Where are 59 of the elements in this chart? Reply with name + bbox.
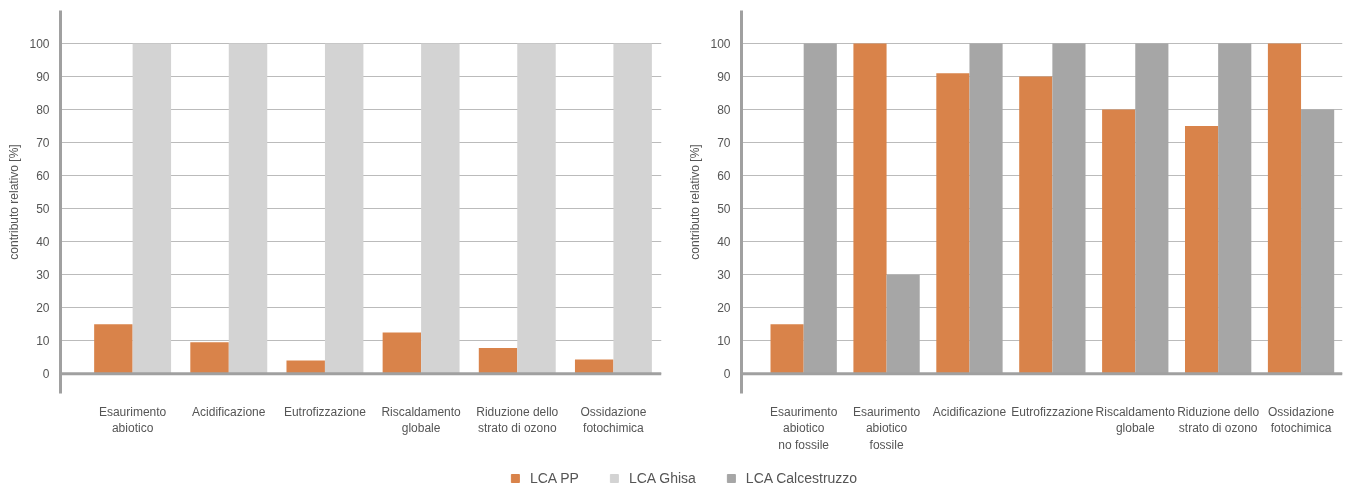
y-tick-label: 70 [717, 136, 731, 151]
x-tick-label: Riscaldamento globale [1095, 404, 1176, 436]
x-tick-label: Eutrofizzazione [283, 404, 367, 419]
y-tick-label: 80 [36, 103, 50, 118]
bar [286, 360, 325, 374]
bar [228, 43, 268, 374]
legend-label: LCA Calcestruzzo [745, 469, 858, 486]
bar [1102, 109, 1136, 374]
x-tick-label: Eutrofizzazione [1011, 404, 1094, 419]
y-tick-label: 80 [717, 103, 731, 118]
x-tick-label: Esaurimento abiotico fossile [852, 404, 921, 453]
bar [936, 73, 970, 374]
y-tick-label: 100 [710, 37, 731, 52]
bar [324, 43, 364, 374]
x-tick-label: Esaurimento abiotico [98, 404, 167, 436]
y-tick-label: 20 [717, 301, 731, 316]
y-axis-title: contributo relativo [%] [688, 144, 703, 260]
y-tick-label: 10 [717, 334, 731, 349]
y-tick-label: 50 [36, 202, 50, 217]
bar [94, 324, 133, 374]
y-tick-label: 100 [29, 37, 50, 52]
y-tick-label: 60 [717, 169, 731, 184]
x-tick-label: Esaurimento abiotico no fossile [769, 404, 838, 453]
y-tick-label: 0 [42, 367, 50, 382]
y-axis-title: contributo relativo [%] [7, 144, 22, 260]
y-tick-label: 30 [717, 268, 731, 283]
bar [574, 359, 614, 374]
bar [770, 324, 804, 374]
x-tick-label: Ossidazione fotochimica [580, 404, 647, 436]
y-tick-label: 90 [717, 70, 731, 85]
y-tick-label: 0 [723, 367, 731, 382]
y-tick-label: 20 [36, 301, 50, 316]
legend-label: LCA PP [529, 469, 579, 486]
bar [478, 347, 518, 374]
bar [1185, 126, 1219, 374]
y-tick-label: 30 [36, 268, 50, 283]
y-tick-label: 40 [36, 235, 50, 250]
y-tick-label: 90 [36, 70, 50, 85]
bar [421, 43, 460, 374]
y-tick-label: 50 [717, 202, 731, 217]
bar [853, 43, 887, 374]
bar [190, 342, 229, 374]
x-tick-label: Ossidazione fotochimica [1268, 404, 1335, 436]
y-tick-label: 70 [36, 136, 50, 151]
bar [613, 43, 652, 374]
x-tick-label: Riscaldamento globale [381, 404, 462, 436]
x-tick-label: Acidificazione [192, 404, 266, 419]
y-tick-label: 60 [36, 169, 50, 184]
bar [1019, 76, 1053, 374]
x-tick-label: Riduzione dello strato di ozono [1177, 404, 1260, 436]
bar [382, 332, 422, 374]
y-tick-label: 10 [36, 334, 50, 349]
bar [132, 43, 172, 374]
x-tick-label: Acidificazione [932, 404, 1007, 419]
x-tick-label: Riduzione dello strato di ozono [476, 404, 559, 436]
legend-label: LCA Ghisa [628, 469, 696, 486]
bar [517, 43, 556, 374]
bar [1267, 43, 1302, 374]
y-tick-label: 40 [717, 235, 731, 250]
